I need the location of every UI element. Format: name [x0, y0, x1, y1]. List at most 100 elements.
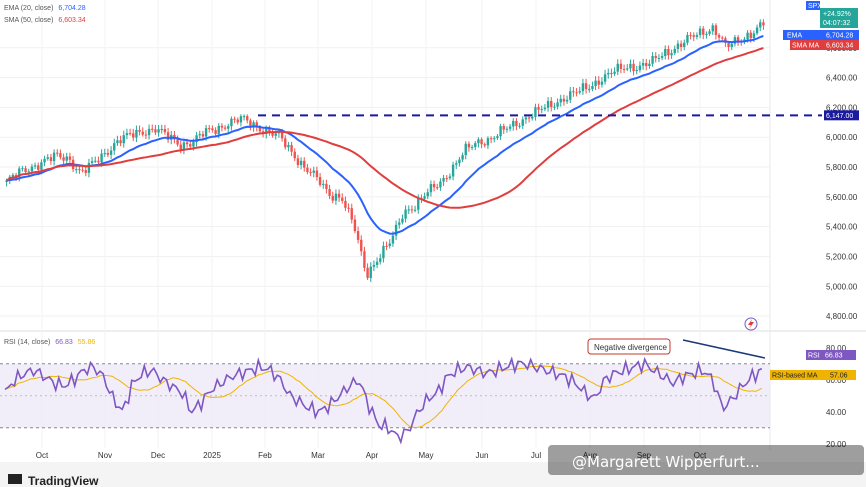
candle-body — [5, 180, 8, 182]
candle-body — [303, 160, 306, 168]
candle-body — [372, 264, 376, 267]
candle-body — [632, 63, 635, 72]
lightning-icon[interactable] — [744, 317, 758, 331]
price-tick-label: 6,400.00 — [826, 74, 858, 83]
time-tick-label: 2025 — [203, 451, 221, 460]
candle-body — [398, 222, 401, 225]
candle-body — [474, 143, 477, 148]
candle-body — [151, 128, 154, 130]
candle-body — [489, 138, 493, 140]
candle-body — [344, 200, 347, 208]
candle-body — [695, 35, 699, 37]
candle-body — [546, 100, 550, 108]
candle-body — [217, 125, 220, 134]
candle-body — [407, 209, 410, 211]
rsi-ma-badge: RSI-based MA 57.06 — [770, 370, 856, 380]
rsi-tick-label: 60.00 — [826, 376, 847, 385]
candle-body — [550, 100, 553, 108]
candle-body — [638, 65, 642, 71]
symbol-badge: SPX +24.92% 04:07:32 — [806, 1, 858, 28]
candle-body — [208, 128, 211, 130]
ema-badge: EMA 6,704.28 — [783, 30, 859, 40]
candle-body — [556, 102, 559, 107]
candle-body — [648, 63, 651, 67]
candle-body — [100, 153, 103, 163]
candle-body — [439, 181, 442, 188]
candle-body — [686, 35, 689, 43]
time-tick-label: May — [418, 451, 433, 460]
candle-body — [290, 145, 293, 152]
sma-badge: SMA MA 6,603.34 — [790, 40, 859, 50]
candle-body — [78, 169, 81, 171]
candle-body — [347, 207, 350, 209]
time-tick-label: Apr — [366, 451, 379, 460]
time-tick-label: Sep — [637, 451, 652, 460]
candle-body — [540, 109, 543, 111]
candle-body — [318, 177, 322, 185]
candle-body — [622, 68, 626, 70]
candle-body — [119, 140, 122, 144]
candle-body — [233, 118, 236, 120]
candle-body — [49, 157, 53, 162]
rsi-tick-label: 20.00 — [826, 440, 847, 449]
candle-body — [531, 116, 534, 119]
candle-body — [201, 134, 205, 137]
svg-text:RSI: RSI — [808, 353, 820, 360]
candle-body — [157, 129, 160, 133]
candle-body — [265, 128, 268, 135]
candle-body — [113, 143, 116, 151]
candle-body — [521, 119, 524, 126]
candle-body — [493, 138, 496, 140]
svg-text:6,147.00: 6,147.00 — [826, 113, 853, 120]
candle-body — [575, 92, 578, 94]
candle-body — [21, 168, 24, 170]
candle-body — [727, 42, 730, 48]
candle-body — [87, 163, 91, 173]
candle-body — [116, 140, 119, 144]
candle-body — [182, 142, 186, 150]
svg-text:RSI-based MA: RSI-based MA — [772, 373, 818, 380]
footer-strip — [0, 462, 866, 487]
candle-body — [711, 25, 714, 32]
svg-text:+24.92%: +24.92% — [823, 11, 851, 18]
candle-body — [27, 171, 30, 173]
candle-body — [626, 68, 629, 70]
candle-body — [641, 63, 645, 66]
candle-body — [572, 91, 575, 93]
candle-body — [255, 122, 258, 128]
candle-body — [543, 107, 547, 110]
candle-body — [578, 91, 581, 93]
time-tick-label: Oct — [36, 451, 49, 460]
candle-body — [565, 99, 569, 102]
candle-body — [657, 57, 661, 59]
candle-body — [239, 116, 243, 123]
price-tick-label: 6,200.00 — [826, 103, 858, 112]
candle-body — [242, 116, 246, 118]
candle-body — [559, 98, 562, 103]
level-badge: 6,147.00 — [824, 110, 859, 121]
candle-body — [246, 116, 249, 121]
candle-body — [705, 33, 708, 35]
candle-body — [220, 125, 224, 128]
candle-body — [274, 133, 277, 136]
price-legend: EMA (20, close) 6,704.28 SMA (50, close)… — [4, 5, 86, 24]
candle-body — [106, 153, 110, 155]
candle-body — [360, 239, 363, 252]
candle-body — [284, 138, 287, 148]
candle-body — [334, 193, 338, 201]
candle-body — [11, 174, 15, 177]
candle-body — [189, 144, 192, 147]
candle-body — [132, 133, 135, 138]
candle-body — [597, 80, 600, 85]
candle-body — [97, 160, 100, 163]
candle-body — [730, 43, 733, 48]
candle-body — [40, 162, 43, 170]
candle-body — [708, 31, 711, 34]
svg-text:57.06: 57.06 — [830, 373, 848, 380]
candle-body — [356, 231, 360, 240]
time-tick-label: Jun — [476, 451, 489, 460]
candle-body — [714, 25, 718, 36]
svg-text:@Margarett Wipperfurt...: @Margarett Wipperfurt... — [572, 453, 760, 471]
candle-body — [227, 126, 230, 129]
candle-body — [94, 160, 97, 162]
